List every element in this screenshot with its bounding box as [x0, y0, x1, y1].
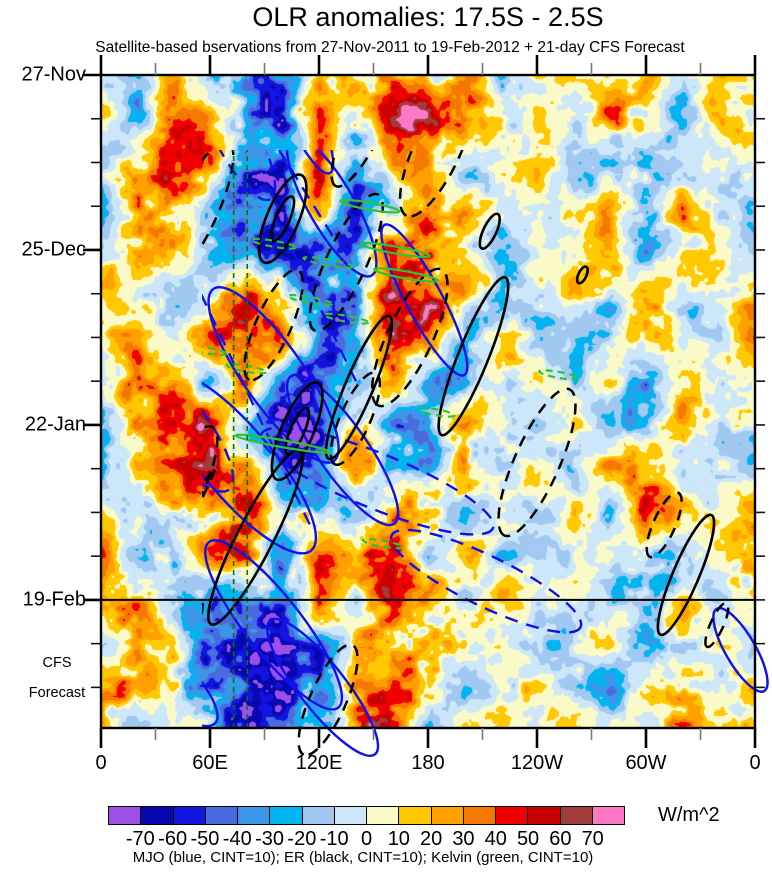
- colorbar-level-label: -50: [190, 828, 220, 850]
- colorbar-level-label: 60: [549, 828, 572, 850]
- colorbar-cell: [560, 807, 593, 824]
- colorbar-level-label: 40: [484, 828, 507, 850]
- colorbar-level-label: 30: [452, 828, 475, 850]
- y-tick-label: 25-Dec: [21, 238, 86, 261]
- colorbar-level-label: 10: [387, 828, 410, 850]
- colorbar-level-label: 50: [516, 828, 540, 850]
- x-tick-label: 120W: [510, 752, 564, 774]
- y-tick-label: 19-Feb: [22, 588, 86, 611]
- anomaly-field-canvas: [101, 75, 755, 728]
- colorbar-cell: [238, 807, 271, 824]
- units-label: W/m^2: [658, 804, 720, 826]
- x-tick-label: 120E: [295, 752, 343, 774]
- colorbar-level-label: 20: [420, 828, 443, 850]
- x-tick-label: 0: [95, 752, 107, 774]
- colorbar-level-label: 0: [360, 828, 373, 850]
- x-tick-label: 180: [411, 752, 445, 774]
- colorbar-cell: [141, 807, 174, 824]
- colorbar-cell: [496, 807, 529, 824]
- colorbar-cell: [173, 807, 206, 824]
- colorbar: [108, 806, 625, 825]
- colorbar-level-label: -20: [287, 828, 317, 850]
- y-tick-label: 22-Jan: [24, 413, 86, 436]
- colorbar-level-label: -70: [125, 828, 155, 850]
- x-tick-label: 0: [749, 752, 761, 774]
- colorbar-cell: [109, 807, 142, 824]
- colorbar-cell: [334, 807, 367, 824]
- colorbar-cell: [592, 807, 624, 824]
- colorbar-cell: [367, 807, 400, 824]
- colorbar-cell: [302, 807, 335, 824]
- colorbar-level-label: -60: [158, 828, 188, 850]
- colorbar-cell: [463, 807, 496, 824]
- colorbar-level-label: -10: [319, 828, 349, 850]
- colorbar-cell: [205, 807, 238, 824]
- colorbar-cell: [431, 807, 464, 824]
- colorbar-level-label: 70: [581, 828, 604, 850]
- x-tick-label: 60E: [192, 752, 228, 774]
- contour-legend: MJO (blue, CINT=10); ER (black, CINT=10)…: [132, 849, 594, 866]
- x-tick-label: 60W: [625, 752, 667, 774]
- colorbar-cell: [528, 807, 561, 824]
- colorbar-cell: [399, 807, 432, 824]
- colorbar-cell: [270, 807, 303, 824]
- chart-title: OLR anomalies: 17.5S - 2.5S: [252, 2, 604, 32]
- colorbar-level-label: -30: [255, 828, 285, 850]
- chart-subtitle: Satellite-based bservations from 27-Nov-…: [95, 39, 685, 56]
- y-tick-label: 27-Nov: [21, 63, 86, 86]
- cfs-forecast-label-line2: Forecast: [28, 685, 86, 701]
- colorbar-level-label: -40: [222, 828, 252, 850]
- cfs-forecast-label-line1: CFS: [42, 655, 72, 671]
